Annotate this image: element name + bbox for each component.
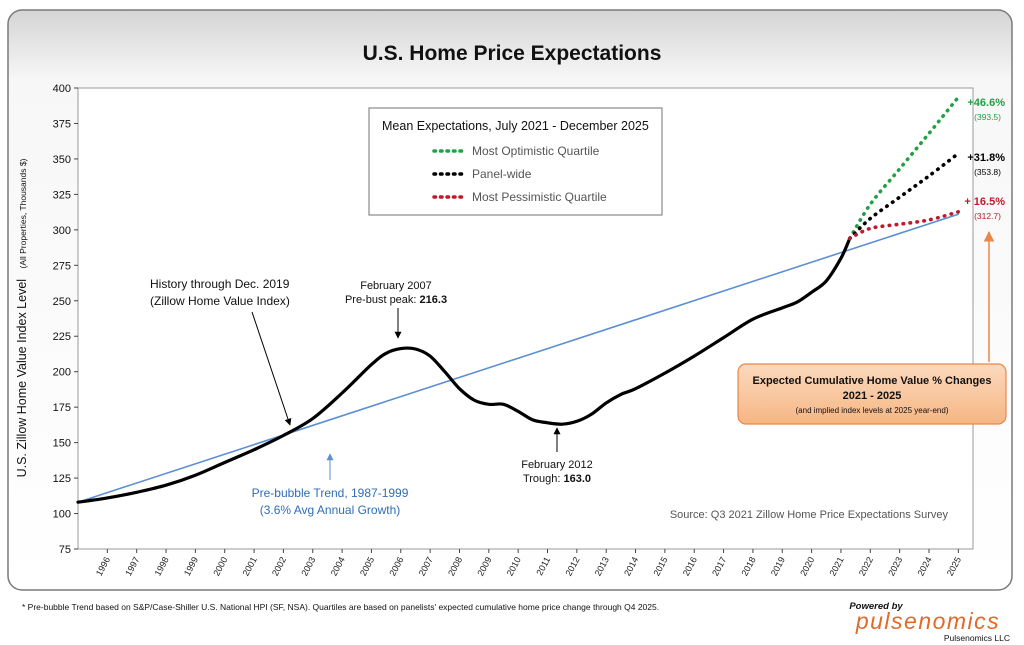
annotation-peak-label: Pre-bust peak: <box>345 294 420 306</box>
callout-line1: Expected Cumulative Home Value % Changes <box>752 375 991 387</box>
y-tick-label: 350 <box>53 154 71 166</box>
y-tick-label: 200 <box>53 367 71 379</box>
annotation-peak-line2: Pre-bust peak: 216.3 <box>345 294 447 306</box>
series-pessimistic-line <box>848 210 961 241</box>
y-axis-label-main: U.S. Zillow Home Value Index Level <box>15 279 29 477</box>
y-axis: 75 100 125 150 175 200 225 250 275 300 325 350 375 40… <box>53 83 78 556</box>
series-panel-line <box>848 151 961 241</box>
y-axis-label: U.S. Zillow Home Value Index Level (All … <box>13 158 30 477</box>
legend-box <box>368 107 663 216</box>
series-layer <box>76 95 961 504</box>
callout-line3: (and implied index levels at 2025 year-e… <box>796 406 949 415</box>
annotation-peak-line1: February 2007 <box>360 280 432 292</box>
annotation-trend-line2: (3.6% Avg Annual Growth) <box>260 503 401 517</box>
legend-label-optimistic: Most Optimistic Quartile <box>472 144 600 158</box>
y-tick-label: 400 <box>53 83 71 95</box>
annotation-trough-label: Trough: <box>523 473 564 485</box>
legend-label-pessimistic: Most Pessimistic Quartile <box>472 190 607 204</box>
end-label-optimistic-pct: +46.6% <box>967 97 1005 109</box>
annotation-history-line2: (Zillow Home Value Index) <box>150 294 290 308</box>
chart-title: U.S. Home Price Expectations <box>363 42 662 65</box>
callout-line2: 2021 - 2025 <box>843 390 902 402</box>
end-label-pessimistic-pct: + 16.5% <box>964 196 1005 208</box>
end-label-optimistic-level: (393.5) <box>974 112 1001 122</box>
series-trend-line <box>77 213 960 503</box>
legend-label-panel: Panel-wide <box>472 167 532 181</box>
footer-company: Pulsenomics LLC <box>944 633 1010 643</box>
footer-brand-logo: pulsenomics <box>855 608 1000 634</box>
y-tick-label: 75 <box>59 544 71 556</box>
annotation-trough-value: 163.0 <box>564 473 592 485</box>
series-history-line <box>76 236 852 504</box>
end-label-panel-pct: +31.8% <box>967 152 1005 164</box>
annotation-trough-line1: February 2012 <box>521 459 593 471</box>
y-tick-label: 100 <box>53 509 71 521</box>
footer-note: * Pre-bubble Trend based on S&P/Case-Shi… <box>22 602 659 612</box>
source-text: Source: Q3 2021 Zillow Home Price Expect… <box>670 509 949 521</box>
y-tick-label: 325 <box>53 189 71 201</box>
annotation-trough-line2: Trough: 163.0 <box>523 473 591 485</box>
annotation-trend-line1: Pre-bubble Trend, 1987-1999 <box>252 486 409 500</box>
end-label-pessimistic-level: (312.7) <box>974 211 1001 221</box>
y-tick-label: 275 <box>53 260 71 272</box>
footer-powered-by: Powered by <box>849 601 903 612</box>
y-tick-label: 225 <box>53 331 71 343</box>
y-tick-label: 300 <box>53 225 71 237</box>
legend: Mean Expectations, July 2021 - December … <box>368 107 663 216</box>
y-tick-label: 375 <box>53 118 71 130</box>
y-tick-label: 175 <box>53 402 71 414</box>
y-tick-label: 250 <box>53 296 71 308</box>
y-tick-label: 125 <box>53 473 71 485</box>
y-tick-label: 150 <box>53 438 71 450</box>
callout-box <box>737 363 1007 425</box>
source-box <box>640 503 960 525</box>
annotation-history-arrow <box>251 311 292 426</box>
y-axis-label-sub: (All Properties, Thousands $) <box>18 158 28 268</box>
series-optimistic-line <box>848 95 961 241</box>
end-label-panel-level: (353.8) <box>974 167 1001 177</box>
annotation-peak-value: 216.3 <box>420 294 448 306</box>
legend-title: Mean Expectations, July 2021 - December … <box>382 119 649 133</box>
annotation-history-line1: History through Dec. 2019 <box>150 277 290 291</box>
